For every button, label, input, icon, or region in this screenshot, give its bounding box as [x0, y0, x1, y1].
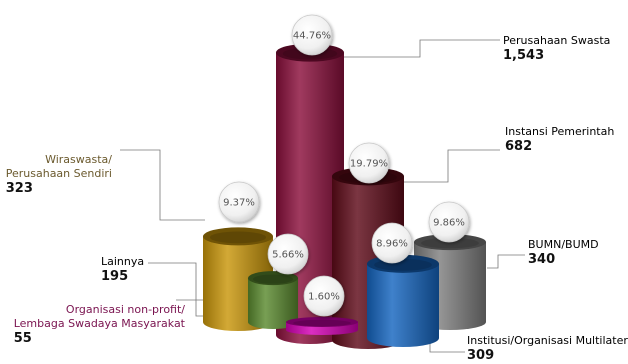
percent-bubble [291, 14, 333, 56]
label-category: Lainnya [101, 255, 145, 268]
percent-bubble [428, 201, 470, 243]
label-value: 309 [467, 348, 495, 363]
bar-lainnya [248, 271, 298, 329]
label-value: 340 [528, 252, 556, 267]
label-category: BUMN/BUMD [528, 238, 599, 251]
label-category: Organisasi non-profit/ [65, 303, 185, 316]
label-category: Instansi Pemerintah [505, 125, 615, 138]
leader-line [400, 149, 500, 183]
percent-label: 9.86% [433, 218, 465, 229]
bar-institusi-organisasi-multilateral [367, 254, 439, 347]
percent-label: 19.79% [350, 159, 388, 170]
percent-bubble [267, 233, 309, 275]
percent-label: 9.37% [223, 198, 255, 209]
label-value: 55 [13, 331, 32, 346]
label-category: Wiraswasta/ [45, 153, 112, 166]
leader-line [340, 39, 500, 58]
leader-line [487, 254, 525, 269]
percent-label: 8.96% [376, 239, 408, 250]
percent-bubble [303, 275, 345, 317]
label-organisasi-non-profit: Organisasi non-profit/ Lembaga Swadaya M… [14, 303, 185, 346]
percent-label: 1.60% [308, 292, 340, 303]
label-value: 682 [505, 139, 533, 154]
label-perusahaan-swasta: Perusahaan Swasta 1,543 [503, 34, 610, 63]
label-value: 195 [101, 269, 129, 284]
percent-bubble [371, 222, 413, 264]
label-instansi-pemerintah: Instansi Pemerintah 682 [505, 125, 614, 154]
label-category: Perusahaan Sendiri [5, 167, 112, 180]
label-lainnya: Lainnya 195 [101, 255, 144, 284]
label-bumn-bumd: BUMN/BUMD 340 [528, 238, 599, 267]
label-value: 1,543 [503, 48, 545, 63]
label-value: 323 [5, 181, 33, 196]
label-category: Institusi/Organisasi Multilateral [467, 334, 628, 347]
percent-label: 5.66% [272, 250, 304, 261]
bar-organisasi-non-profit-lembaga-swadaya-masyarakat [286, 317, 358, 335]
percent-label: 44.76% [293, 31, 331, 42]
label-wiraswasta: Wiraswasta/ Perusahaan Sendiri 323 [6, 153, 112, 196]
percent-bubbles: 44.76% 19.79% 9.86% 9.37% 8.96% 5.66% 1.60% [218, 14, 470, 317]
percent-bubble [218, 181, 260, 223]
label-institusi-multilateral: Institusi/Organisasi Multilateral 309 [467, 334, 628, 363]
label-category: Perusahaan Swasta [503, 34, 611, 47]
leader-line [120, 149, 205, 221]
label-category: Lembaga Swadaya Masyarakat [13, 317, 185, 330]
percent-bubble [348, 142, 390, 184]
